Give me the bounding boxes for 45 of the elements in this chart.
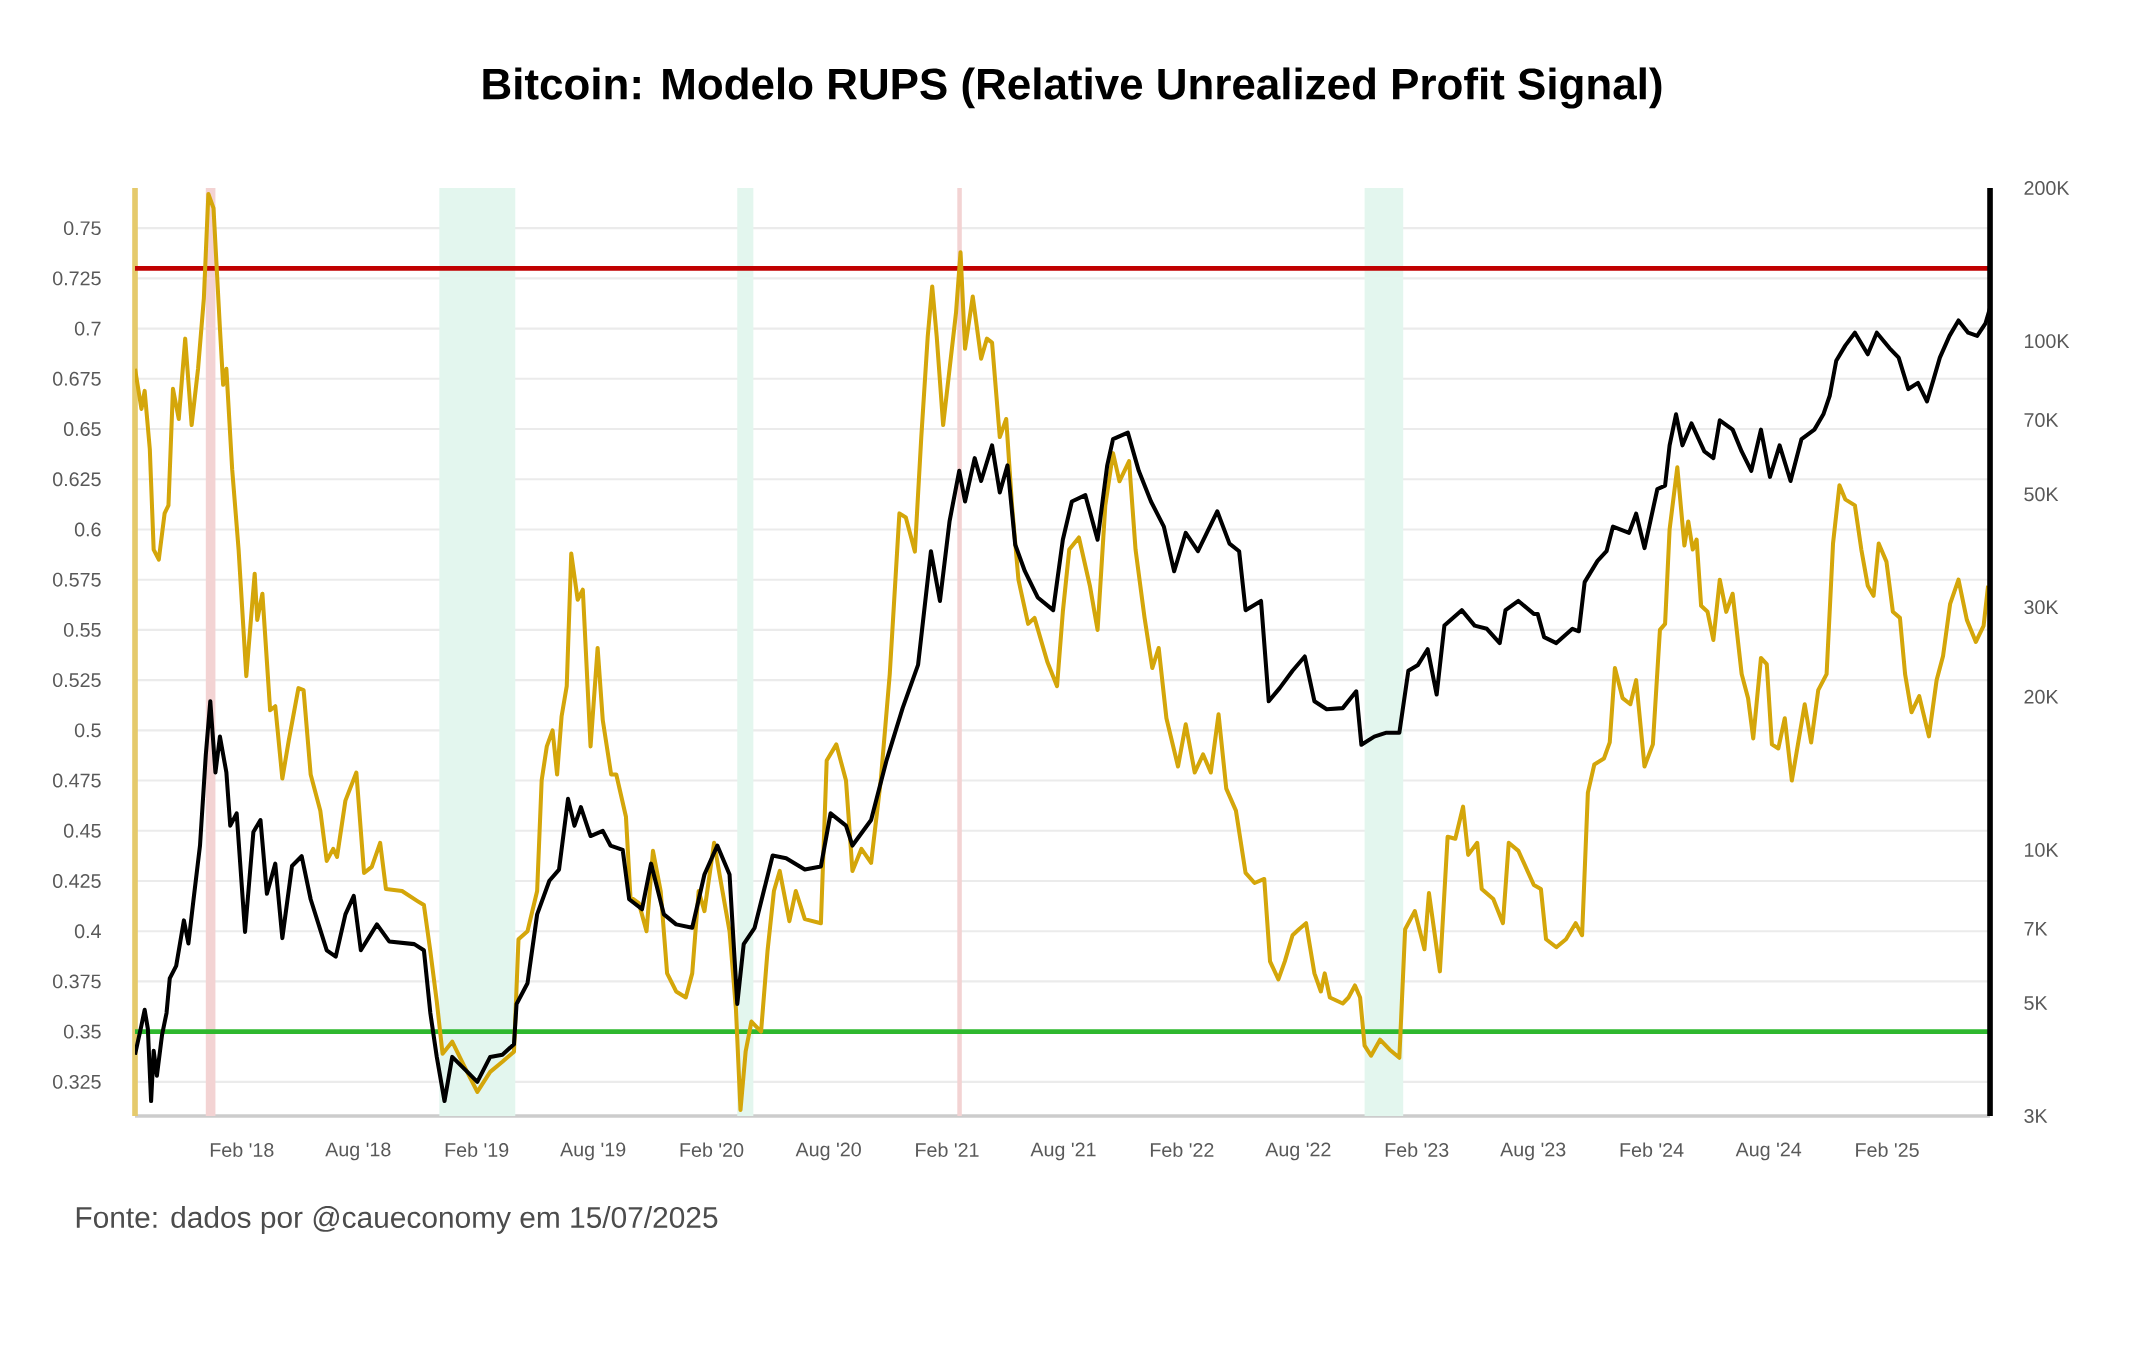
x-tick-label: Aug '18 [325, 1142, 391, 1161]
y2-tick-label: 70K [2024, 413, 2059, 427]
y2-tick-label: 3K [2024, 1109, 2048, 1123]
y2-tick-label: 7K [2024, 921, 2048, 936]
x-tick-label: Feb '25 [1856, 1142, 1919, 1157]
y-tick-label: 0.675 [53, 371, 101, 386]
x-tick-label: Aug '22 [1265, 1142, 1331, 1161]
y-tick-label: 0.7 [74, 321, 101, 336]
y-tick-label: 0.725 [53, 271, 101, 286]
x-tick-label: Feb '20 [680, 1142, 744, 1157]
y-tick-label: 0.35 [63, 1024, 101, 1039]
y-tick-label: 0.525 [53, 673, 101, 688]
y2-tick-label: 5K [2024, 996, 2048, 1010]
x-tick-label: Feb '24 [1620, 1142, 1684, 1157]
y-tick-label: 0.55 [63, 622, 101, 637]
y-tick-label: 0.45 [63, 823, 101, 838]
x-tick-label: Aug '23 [1500, 1142, 1566, 1161]
y-tick-label: 0.625 [53, 472, 101, 487]
y-tick-label: 0.65 [63, 422, 101, 436]
x-tick-label: Feb '19 [445, 1142, 509, 1157]
y-tick-label: 0.4 [74, 924, 101, 939]
y2-tick-label: 200K [2024, 181, 2070, 195]
x-tick-label: Aug '19 [560, 1142, 626, 1161]
x-tick-label: Feb '22 [1150, 1142, 1214, 1157]
y-tick-label: 0.5 [74, 723, 101, 738]
x-tick-label: Aug '24 [1735, 1142, 1802, 1161]
x-tick-label: Feb '18 [210, 1142, 274, 1157]
chart-title: Bitcoin: Modelo RUPS (Relative Unrealized Profit Signal) [483, 67, 1662, 109]
y-tick-label: 0.375 [53, 974, 101, 989]
y2-tick-label: 30K [2024, 600, 2059, 615]
y-tick-label: 0.75 [63, 221, 101, 236]
y-tick-label: 0.575 [53, 572, 101, 587]
source-note: Fonte: dados por @caueconomy em 15/07/2025 [76, 1206, 718, 1234]
y-tick-label: 0.425 [53, 874, 101, 888]
x-tick-label: Feb '21 [916, 1142, 979, 1157]
y2-tick-label: 10K [2025, 842, 2059, 857]
x-tick-label: Aug '21 [1030, 1142, 1096, 1161]
y2-tick-label: 100K [2025, 334, 2070, 349]
y-tick-label: 0.475 [53, 773, 101, 788]
y-tick-label: 0.325 [53, 1074, 101, 1089]
y2-tick-label: 20K [2024, 689, 2059, 704]
x-tick-label: Aug '20 [795, 1142, 861, 1161]
y-tick-label: 0.6 [74, 522, 101, 537]
x-tick-label: Feb '23 [1385, 1142, 1449, 1157]
y2-tick-label: 50K [2024, 487, 2059, 502]
